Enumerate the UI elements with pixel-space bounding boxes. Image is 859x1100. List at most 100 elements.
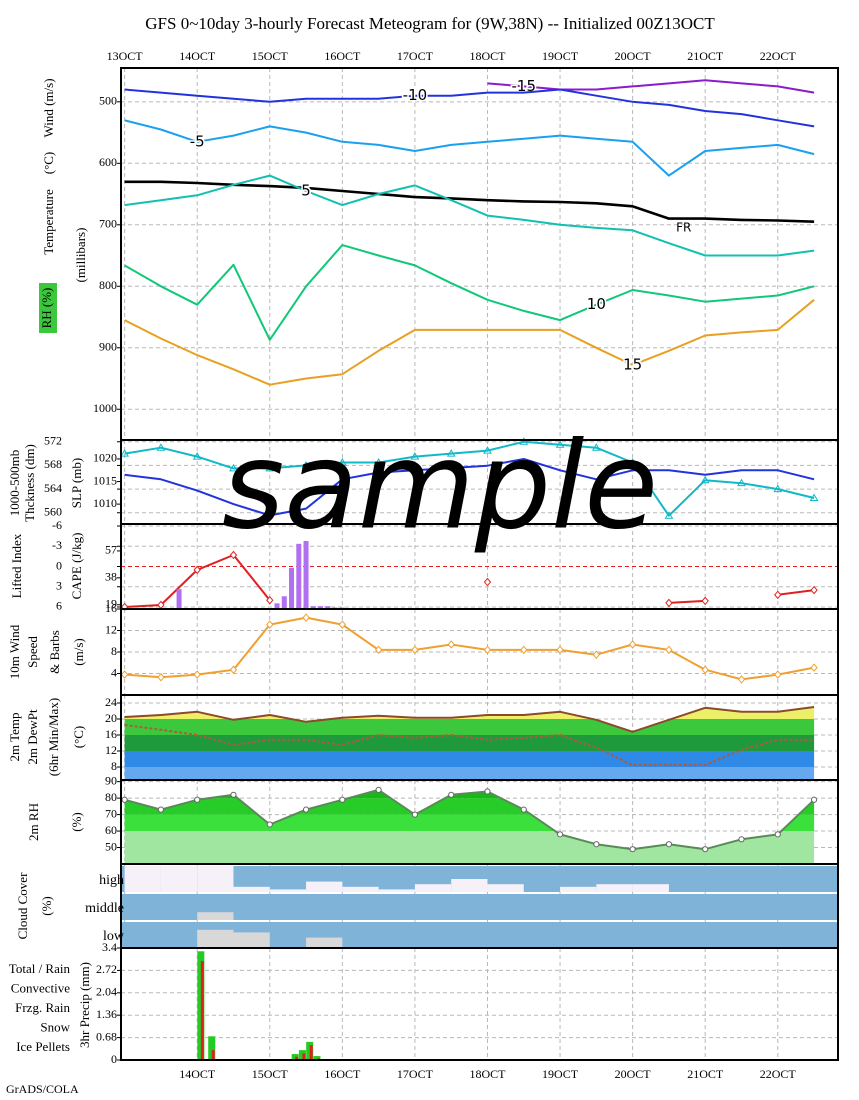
line	[124, 119, 815, 177]
axis-label: 2m RH	[26, 803, 41, 841]
axis-label: Cloud Cover	[15, 872, 30, 939]
x-tick-label: 14OCT	[179, 49, 216, 63]
y-tick-label: 50	[105, 839, 117, 853]
y-tick-label: 572	[44, 434, 62, 448]
x-tick-label: 22OCT	[760, 1067, 797, 1081]
bar	[281, 596, 287, 609]
marker	[592, 650, 600, 659]
line	[124, 706, 815, 733]
marker	[810, 663, 818, 672]
category-label: high	[99, 873, 124, 888]
color-band	[124, 847, 815, 864]
cloud-bar	[124, 866, 161, 892]
marker	[628, 457, 637, 466]
x-tick-label: 19OCT	[542, 49, 579, 63]
x-tick-label: 17OCT	[397, 49, 434, 63]
y-tick-label: 568	[44, 457, 62, 471]
marker	[774, 590, 782, 600]
axis-label: 2m DewPt	[25, 709, 40, 765]
cloud-bar	[342, 886, 379, 892]
panel	[121, 947, 838, 1061]
category-label: low	[103, 929, 125, 944]
y-tick-label: 564	[44, 481, 62, 495]
marker	[265, 463, 275, 472]
x-tick-label: 21OCT	[687, 49, 724, 63]
marker	[483, 645, 492, 655]
cloud-bar	[487, 884, 524, 892]
y-tick-label: 4	[111, 665, 117, 679]
bar	[296, 543, 302, 609]
y-tick-label: 3	[56, 578, 62, 592]
y-tick-label: 24	[105, 695, 117, 709]
y-tick-label: 8	[111, 759, 117, 773]
axis-label: (millibars)	[73, 228, 88, 283]
axis-label: Speed	[25, 636, 40, 668]
axis-label: Thckness (dm)	[22, 444, 37, 522]
line	[124, 554, 815, 608]
axis-label: (6hr Min/Max)	[46, 698, 61, 776]
marker	[702, 846, 709, 853]
marker	[810, 585, 818, 595]
panel	[121, 524, 838, 609]
marker	[192, 452, 202, 460]
line	[124, 440, 815, 517]
annotation: FR	[676, 220, 691, 234]
cloud-band	[121, 894, 838, 920]
bar	[325, 606, 331, 609]
y-tick-label: 80	[105, 790, 117, 804]
contour-label: 15	[623, 355, 642, 373]
y-tick-label: 3.4	[102, 940, 117, 954]
marker	[774, 670, 782, 679]
y-tick-label: 0	[56, 558, 62, 572]
marker	[266, 821, 273, 828]
marker	[484, 788, 491, 795]
marker	[374, 645, 383, 655]
y-tick-label: 12	[105, 743, 117, 757]
marker	[629, 846, 636, 853]
marker	[700, 475, 710, 484]
marker	[266, 595, 274, 605]
marker	[375, 786, 382, 793]
marker	[157, 806, 165, 813]
label-background	[39, 283, 57, 333]
bar	[302, 1053, 306, 1060]
cloud-bar	[197, 912, 234, 920]
marker	[810, 796, 818, 803]
marker	[520, 806, 527, 813]
color-band	[124, 735, 815, 751]
y-tick-label: 800	[99, 278, 117, 292]
line	[124, 458, 815, 517]
footer: GrADS/COLA	[6, 1082, 79, 1096]
cloud-bar	[378, 889, 415, 892]
marker	[519, 437, 529, 445]
x-tick-label: 18OCT	[469, 49, 506, 63]
line	[124, 724, 815, 766]
bar	[289, 567, 295, 609]
line	[124, 616, 815, 681]
axis-label: CAPE (J/kg)	[69, 533, 84, 600]
axis-label: (%)	[39, 896, 54, 916]
line	[124, 88, 815, 128]
y-tick-label: 600	[99, 155, 117, 169]
x-tick-label: 20OCT	[615, 49, 652, 63]
category-label: middle	[85, 901, 124, 916]
bar	[318, 606, 324, 609]
marker	[809, 493, 819, 501]
marker	[591, 443, 601, 451]
x-tick-label: 18OCT	[469, 1067, 506, 1081]
cloud-bar	[160, 866, 198, 892]
y-tick-label: 12	[105, 622, 117, 636]
line	[124, 244, 815, 341]
marker	[120, 449, 129, 457]
marker	[229, 463, 238, 472]
x-tick-label: 21OCT	[687, 1067, 724, 1081]
y-tick-label: 900	[99, 340, 117, 354]
marker	[302, 806, 310, 813]
cloud-bar	[269, 889, 307, 892]
y-tick-label: 2.04	[96, 985, 117, 999]
line	[487, 79, 815, 94]
marker	[339, 796, 346, 803]
marker	[773, 484, 783, 493]
